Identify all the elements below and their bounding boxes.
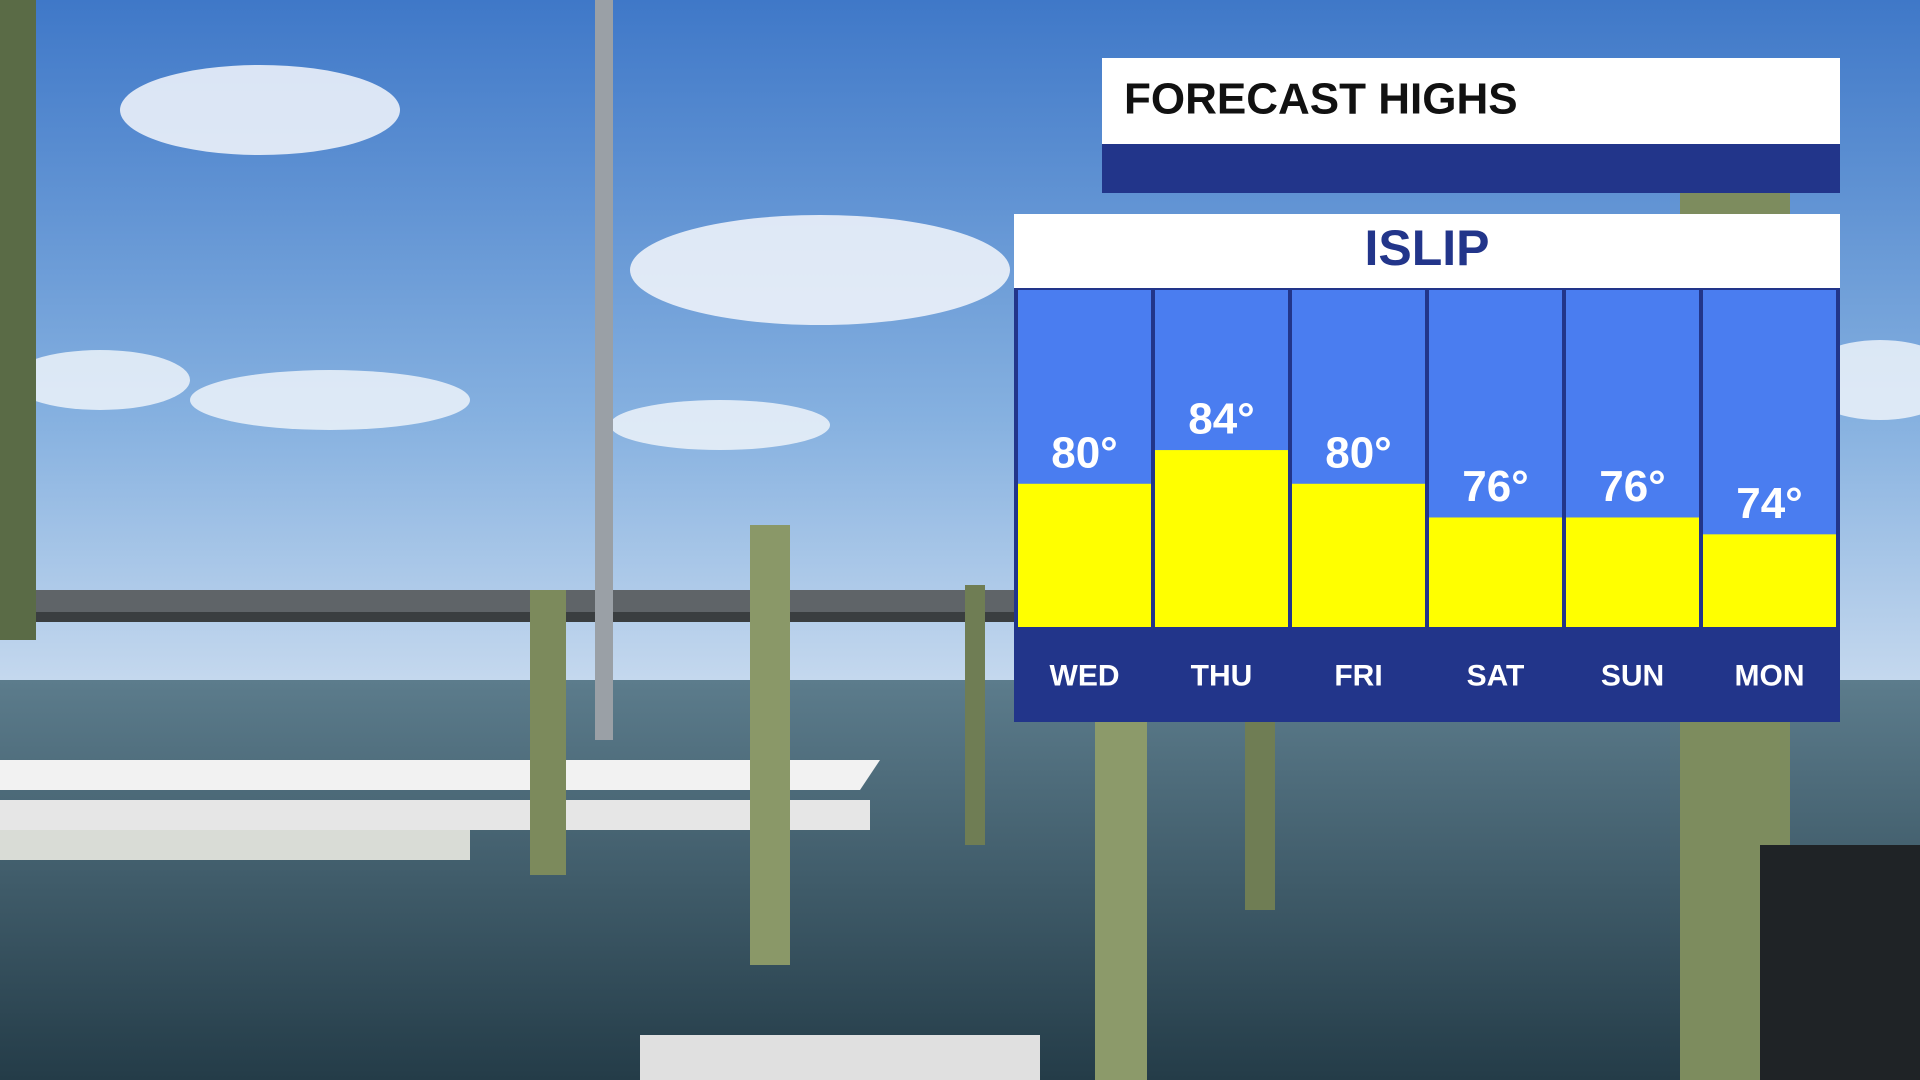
x-tick-label: SUN bbox=[1601, 659, 1664, 692]
day-band bbox=[1155, 627, 1288, 720]
day-band bbox=[1703, 627, 1836, 720]
title-panel bbox=[1102, 58, 1840, 144]
value-label: 76° bbox=[1599, 462, 1666, 511]
chart-panel bbox=[1014, 214, 1840, 722]
bar bbox=[1429, 517, 1562, 627]
bar bbox=[1292, 483, 1425, 627]
day-band bbox=[1566, 627, 1699, 720]
bar bbox=[1703, 534, 1836, 627]
subtitle-panel bbox=[1014, 214, 1840, 288]
day-band bbox=[1292, 627, 1425, 720]
value-label: 84° bbox=[1188, 395, 1255, 444]
day-band bbox=[1018, 627, 1151, 720]
value-label: 80° bbox=[1051, 428, 1118, 477]
x-tick-label: WED bbox=[1050, 659, 1120, 692]
bar bbox=[1018, 483, 1151, 627]
chart-title: FORECAST HIGHS bbox=[1124, 75, 1518, 124]
x-tick-label: FRI bbox=[1334, 659, 1382, 692]
chart-subtitle: ISLIP bbox=[1364, 220, 1489, 276]
bar bbox=[1155, 450, 1288, 627]
value-label: 74° bbox=[1736, 479, 1803, 528]
x-tick-label: SAT bbox=[1467, 659, 1525, 692]
value-label: 80° bbox=[1325, 428, 1392, 477]
x-tick-label: THU bbox=[1191, 659, 1253, 692]
bar bbox=[1566, 517, 1699, 627]
day-band bbox=[1429, 627, 1562, 720]
value-label: 76° bbox=[1462, 462, 1529, 511]
x-tick-label: MON bbox=[1735, 659, 1805, 692]
title-bar bbox=[1102, 144, 1840, 193]
